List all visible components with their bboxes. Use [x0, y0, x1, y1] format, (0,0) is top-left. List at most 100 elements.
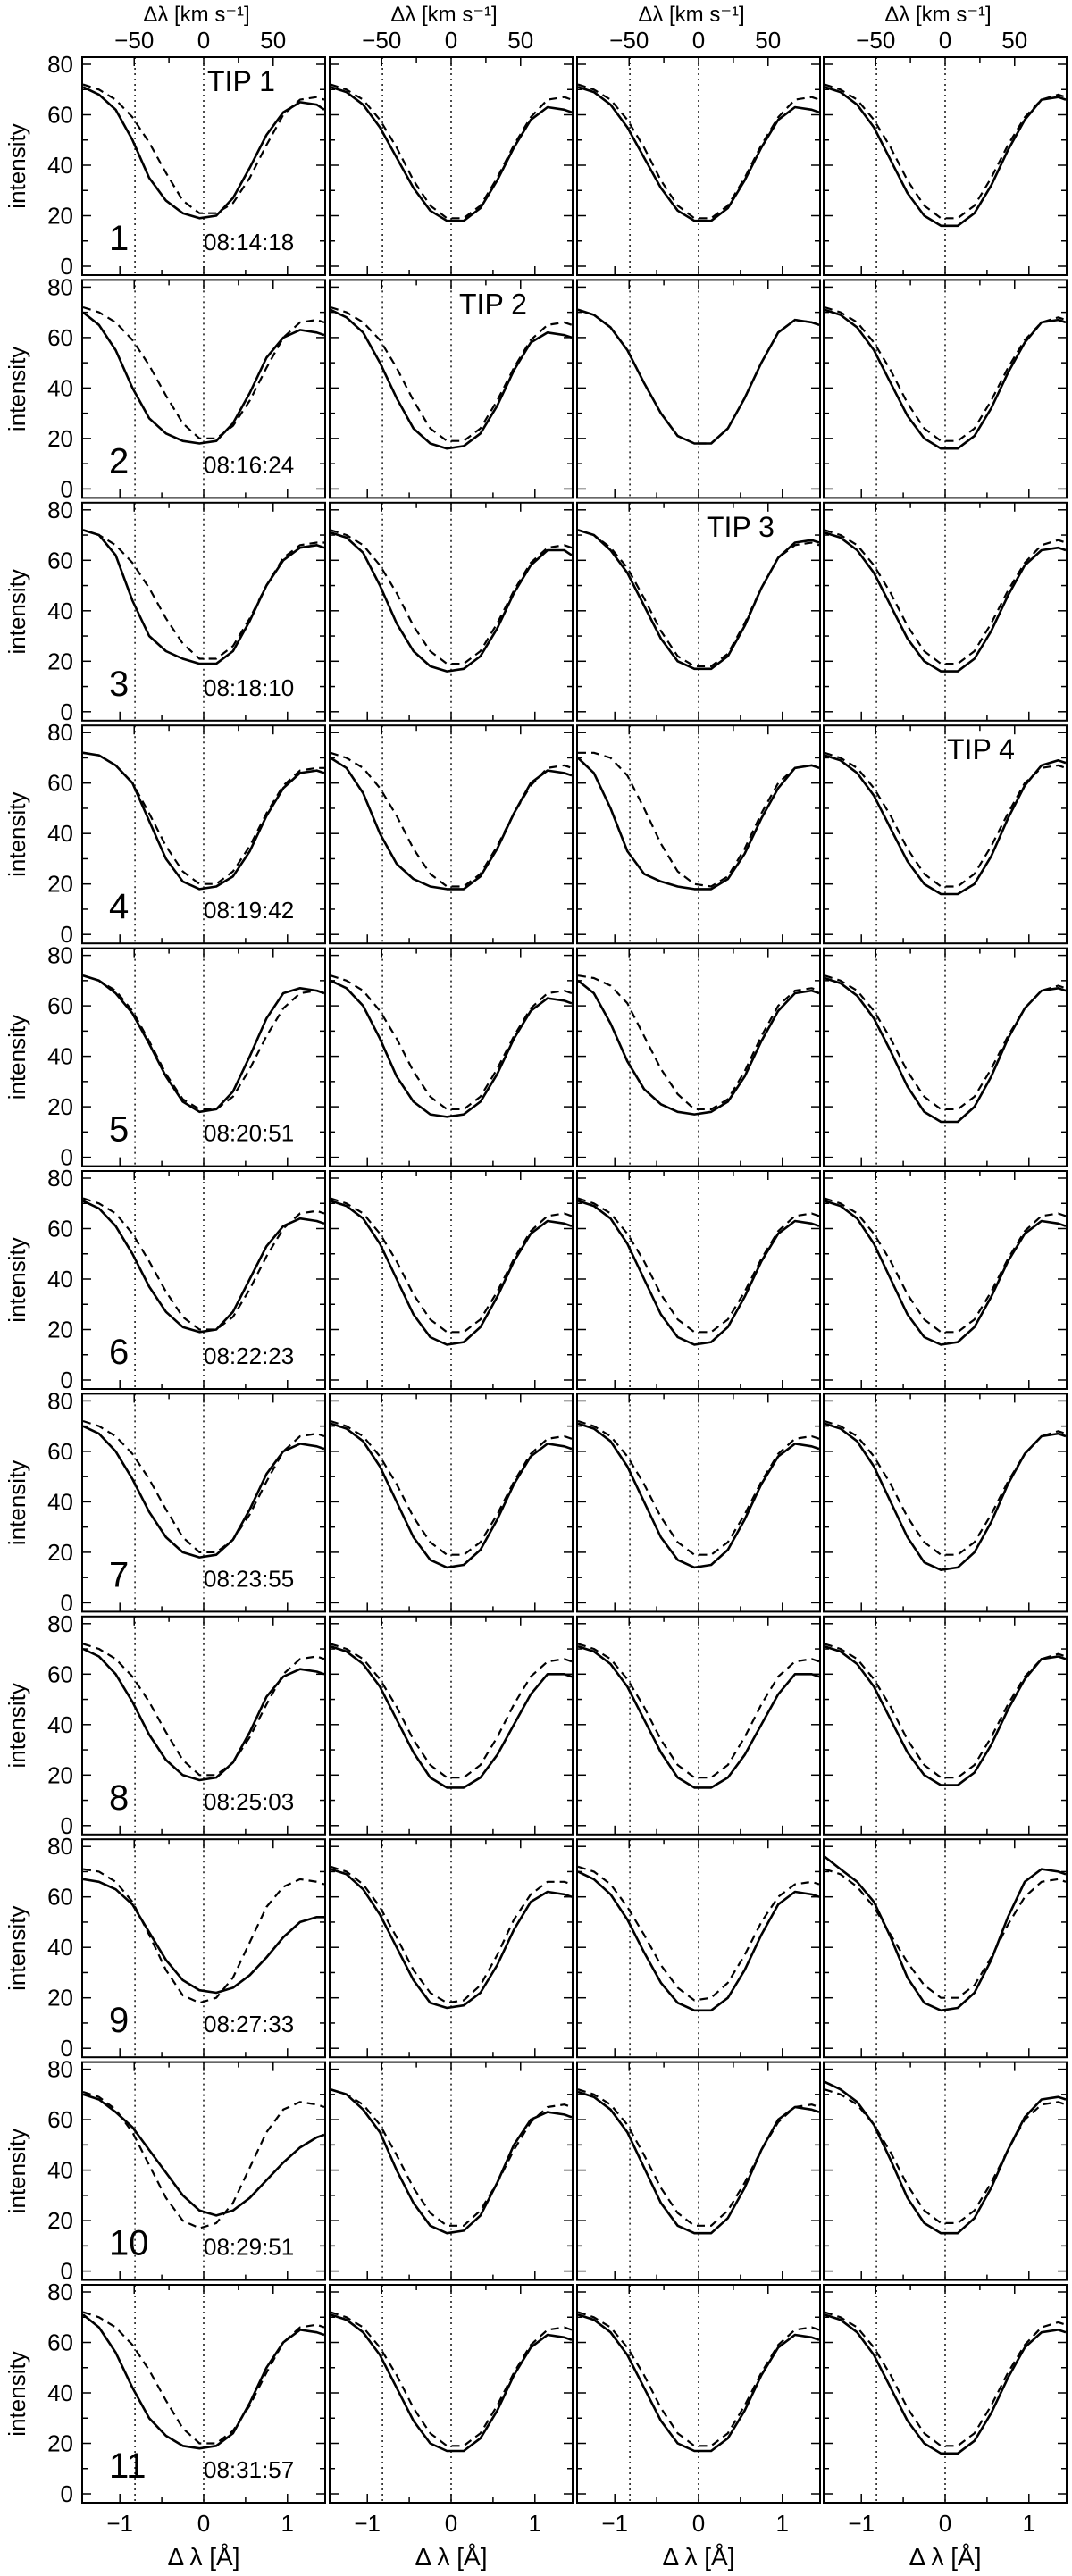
panel	[823, 1615, 1068, 1836]
panel	[823, 1838, 1068, 2059]
y-tick-label: 0	[61, 2258, 73, 2285]
top-tick-label: 0	[939, 27, 951, 54]
observed-profile-line	[330, 531, 573, 673]
y-tick-label: 40	[47, 1488, 73, 1515]
y-tick-label: 20	[47, 1093, 73, 1120]
observed-profile-line	[82, 2093, 325, 2217]
panel-number-label: 1	[109, 219, 129, 258]
top-axis-label: Δλ [km s⁻¹]	[638, 3, 744, 27]
panel	[823, 501, 1068, 722]
observed-profile-line	[577, 86, 820, 222]
reference-profile-line	[330, 1643, 573, 1779]
reference-profile-line	[824, 1419, 1067, 1556]
panel	[329, 2061, 574, 2281]
top-tick-label: 50	[507, 27, 533, 54]
observed-profile-line	[330, 2313, 573, 2453]
panel: 0 20 40 60 80 intensity 7 08:23:55	[4, 1387, 326, 1616]
y-tick-label: 40	[47, 820, 73, 847]
top-axis-label: Δλ [km s⁻¹]	[884, 3, 991, 27]
y-tick-label: 60	[47, 2329, 73, 2356]
observed-profile-line	[330, 1868, 573, 2010]
panel: 0 20 40 60 80 intensity 6 08:22:23	[4, 1165, 326, 1393]
timestamp-label: 08:19:42	[204, 897, 294, 924]
timestamp-label: 08:27:33	[204, 2011, 294, 2037]
reference-profile-line	[82, 974, 325, 1111]
panel-number-label: 3	[109, 665, 129, 704]
x-axis-label: Δ λ [Å]	[909, 2543, 982, 2571]
y-axis-label: intensity	[4, 569, 30, 654]
observed-profile-line	[577, 757, 820, 891]
panel	[329, 1170, 574, 1390]
reference-profile-line	[824, 83, 1067, 220]
observed-profile-line	[330, 979, 573, 1118]
reference-profile-line	[330, 751, 573, 888]
reference-profile-line	[82, 83, 325, 214]
reference-profile-line	[824, 529, 1067, 665]
y-tick-label: 40	[47, 152, 73, 179]
x-tick-label: 0	[197, 2510, 210, 2537]
observed-profile-line	[330, 308, 573, 450]
panel: TIP 3	[576, 501, 821, 722]
observed-profile-line	[824, 1855, 1067, 2012]
observed-profile-line	[82, 529, 325, 665]
reference-profile-line	[82, 1868, 325, 2004]
y-tick-label: 80	[47, 1610, 73, 1637]
reference-profile-line	[578, 751, 820, 888]
y-tick-label: 80	[47, 497, 73, 523]
y-tick-label: 0	[61, 475, 73, 502]
tip-label: TIP 2	[459, 288, 527, 320]
top-axis-label: Δλ [km s⁻¹]	[390, 3, 497, 27]
y-tick-label: 60	[47, 1216, 73, 1242]
panel	[823, 1393, 1068, 1613]
panel	[329, 56, 574, 276]
reference-profile-line	[330, 529, 573, 665]
y-tick-label: 80	[47, 942, 73, 969]
x-axis-label: Δ λ [Å]	[168, 2543, 240, 2571]
reference-profile-line	[824, 1868, 1067, 1999]
reference-profile-line	[82, 1643, 325, 1777]
panel: 0 20 40 60 80 intensity 3 08:18:10	[4, 497, 326, 725]
panel	[329, 1615, 574, 1836]
panel	[823, 279, 1068, 499]
y-tick-label: 60	[47, 547, 73, 573]
timestamp-label: 08:14:18	[204, 229, 294, 255]
reference-profile-line	[330, 2088, 573, 2227]
y-tick-label: 20	[47, 1761, 73, 1788]
timestamp-label: 08:22:23	[204, 1342, 294, 1369]
panel: 0 20 40 60 80 intensity 1 08:14:18 TIP 1	[4, 51, 326, 280]
y-tick-label: 80	[47, 1387, 73, 1414]
y-tick-label: 0	[61, 1144, 73, 1171]
observed-profile-line	[824, 1644, 1067, 1786]
reference-profile-line	[824, 2088, 1067, 2224]
reference-profile-line	[82, 529, 324, 660]
panel	[576, 1838, 821, 2059]
panel-number-label: 9	[109, 2001, 129, 2040]
observed-profile-line	[824, 308, 1067, 450]
top-tick-label: 50	[260, 27, 286, 54]
panel	[576, 2061, 821, 2281]
reference-profile-line	[577, 1419, 820, 1556]
panel: 0 20 40 60 80 intensity 10 08:29:51	[4, 2056, 326, 2285]
observed-profile-line	[82, 1425, 325, 1559]
y-tick-label: 60	[47, 1884, 73, 1911]
y-tick-label: 0	[61, 2480, 73, 2507]
y-tick-label: 20	[47, 2430, 73, 2457]
observed-profile-line	[577, 529, 820, 671]
y-tick-label: 60	[47, 1438, 73, 1465]
y-tick-label: 20	[47, 2207, 73, 2234]
y-axis-label: intensity	[4, 1683, 30, 1768]
reference-profile-line	[577, 529, 820, 668]
y-tick-label: 20	[47, 1539, 73, 1566]
x-tick-label: 1	[1023, 2510, 1035, 2537]
x-axis-label: Δ λ [Å]	[415, 2543, 488, 2571]
panel: 0 20 40 60 80 intensity 5 08:20:51	[4, 942, 326, 1171]
y-tick-label: 0	[61, 698, 73, 725]
panel	[576, 947, 821, 1167]
y-tick-label: 20	[47, 648, 73, 674]
panel	[576, 1170, 821, 1390]
observed-profile-line	[824, 1422, 1067, 1571]
panel	[329, 724, 574, 945]
y-tick-label: 20	[47, 871, 73, 898]
y-tick-label: 40	[47, 2157, 73, 2184]
